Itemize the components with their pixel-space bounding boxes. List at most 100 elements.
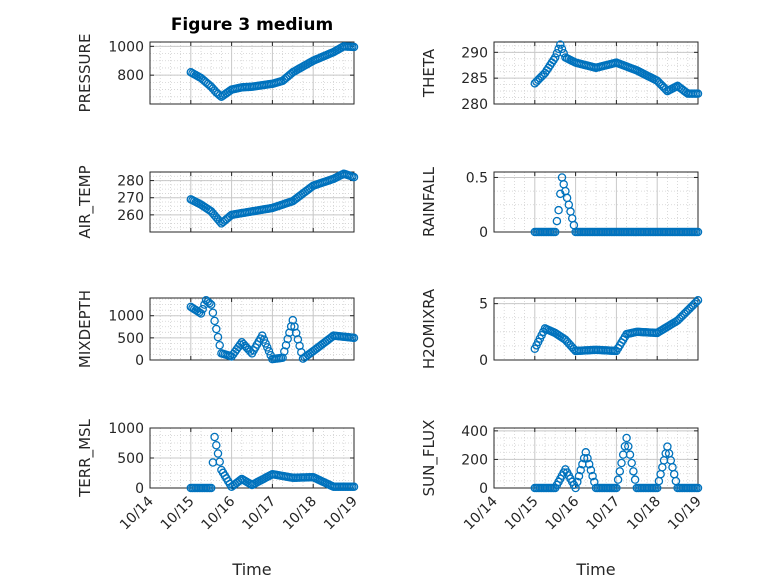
y-tick-label: 270 <box>117 191 144 207</box>
data-point <box>573 477 582 487</box>
axes-box <box>149 41 355 105</box>
y-tick-label: 280 <box>117 174 144 190</box>
data-point <box>557 44 567 54</box>
data-point <box>264 347 274 356</box>
data-point <box>552 216 562 226</box>
data-point <box>620 442 630 451</box>
y-tick-label: 1000 <box>108 421 144 437</box>
y-tick-label: 800 <box>117 68 144 84</box>
x-tick-label: 10/19 <box>665 494 705 534</box>
y-axis-label: RAINFALL <box>420 166 438 237</box>
y-tick-label: 1000 <box>108 309 144 325</box>
y-tick-label: 500 <box>117 451 144 467</box>
y-axis-label: TERR_MSL <box>76 418 95 497</box>
axes-box <box>493 297 699 361</box>
data-point <box>257 331 267 340</box>
y-tick-label: 0 <box>479 225 488 241</box>
data-point <box>629 467 638 476</box>
data-point <box>612 483 621 493</box>
x-tick-label: 10/14 <box>461 493 501 533</box>
axes-box <box>149 297 355 361</box>
y-tick-label: 285 <box>461 71 488 87</box>
x-tick-label: 10/15 <box>158 494 198 534</box>
figure-title: Figure 3 medium <box>171 15 333 35</box>
data-point <box>624 442 633 451</box>
data-point <box>349 42 359 52</box>
x-axis-label: Time <box>231 560 271 579</box>
y-axis-label: MIXDEPTH <box>76 290 94 368</box>
data-point <box>576 465 585 475</box>
data-point <box>259 335 269 344</box>
data-point <box>215 457 224 466</box>
subplot-pressure: 800 1000 PRESSURE <box>76 34 359 113</box>
x-tick-label: 10/19 <box>321 494 361 534</box>
data-point <box>210 432 219 442</box>
data-point <box>556 40 565 49</box>
subplot-sun-flux: 0 200 400 SUN_FLUX 10/14 10/15 10/16 10/17 10/18… <box>420 420 705 579</box>
data-point <box>212 324 221 334</box>
x-tick-label: 10/18 <box>624 494 664 534</box>
y-axis-label: PRESSURE <box>76 34 94 113</box>
subplot-h2omixra: 0 5 H2OMIXRA <box>420 288 703 369</box>
y-tick-label: 0 <box>135 481 144 497</box>
y-tick-label: 400 <box>461 424 488 440</box>
x-tick-label: 10/15 <box>502 494 542 534</box>
data-point <box>584 459 594 469</box>
data-point <box>261 339 270 348</box>
subplot-rainfall: 0 0.5 RAINFALL <box>420 166 703 241</box>
y-tick-label: 280 <box>461 97 488 113</box>
data-point <box>206 300 216 309</box>
data-point <box>205 298 214 308</box>
y-axis-label: THETA <box>420 48 438 98</box>
data-point <box>550 53 560 62</box>
data-point <box>693 89 703 98</box>
y-tick-label: 500 <box>117 331 144 347</box>
data-point <box>622 433 631 443</box>
data-point <box>579 453 589 463</box>
data-point <box>554 44 563 54</box>
data-point <box>588 471 597 481</box>
data-point <box>693 296 703 305</box>
data-point <box>349 333 359 343</box>
data-point <box>625 450 635 459</box>
data-point <box>210 316 219 326</box>
x-tick-label: 10/14 <box>117 493 157 533</box>
data-point <box>198 304 207 314</box>
data-point <box>613 475 623 484</box>
y-tick-label: 0.5 <box>466 170 488 186</box>
axes-box <box>149 171 355 233</box>
y-axis-label: H2OMIXRA <box>420 288 438 369</box>
data-point <box>263 343 272 352</box>
data-point <box>206 483 216 493</box>
y-tick-label: 0 <box>479 481 488 497</box>
data-point <box>554 205 563 215</box>
y-tick-label: 260 <box>117 208 144 224</box>
x-tick-label: 10/17 <box>583 494 623 534</box>
data-point <box>693 227 703 237</box>
x-tick-label: 10/16 <box>543 493 583 533</box>
x-tick-label: 10/17 <box>239 494 279 534</box>
y-tick-label: 0 <box>135 353 144 369</box>
data-point <box>349 172 359 182</box>
data-point <box>215 340 224 350</box>
subplot-mixdepth: 0 500 1000 MIXDEPTH <box>76 290 359 369</box>
data-point <box>213 332 223 342</box>
data-point <box>213 449 223 458</box>
x-tick-label: 10/18 <box>280 494 320 534</box>
data-point <box>627 458 636 468</box>
data-point <box>617 458 626 468</box>
x-tick-label: 10/16 <box>199 493 239 533</box>
data-point <box>692 297 701 307</box>
y-tick-label: 0 <box>479 353 488 369</box>
data-point <box>574 471 584 481</box>
y-tick-label: 290 <box>461 45 488 61</box>
data-point <box>630 475 640 484</box>
data-point <box>581 448 591 457</box>
x-axis-label: Time <box>575 560 615 579</box>
data-point <box>208 308 218 318</box>
data-point <box>571 483 580 493</box>
y-tick-label: 5 <box>479 297 488 313</box>
data-point <box>615 467 625 476</box>
